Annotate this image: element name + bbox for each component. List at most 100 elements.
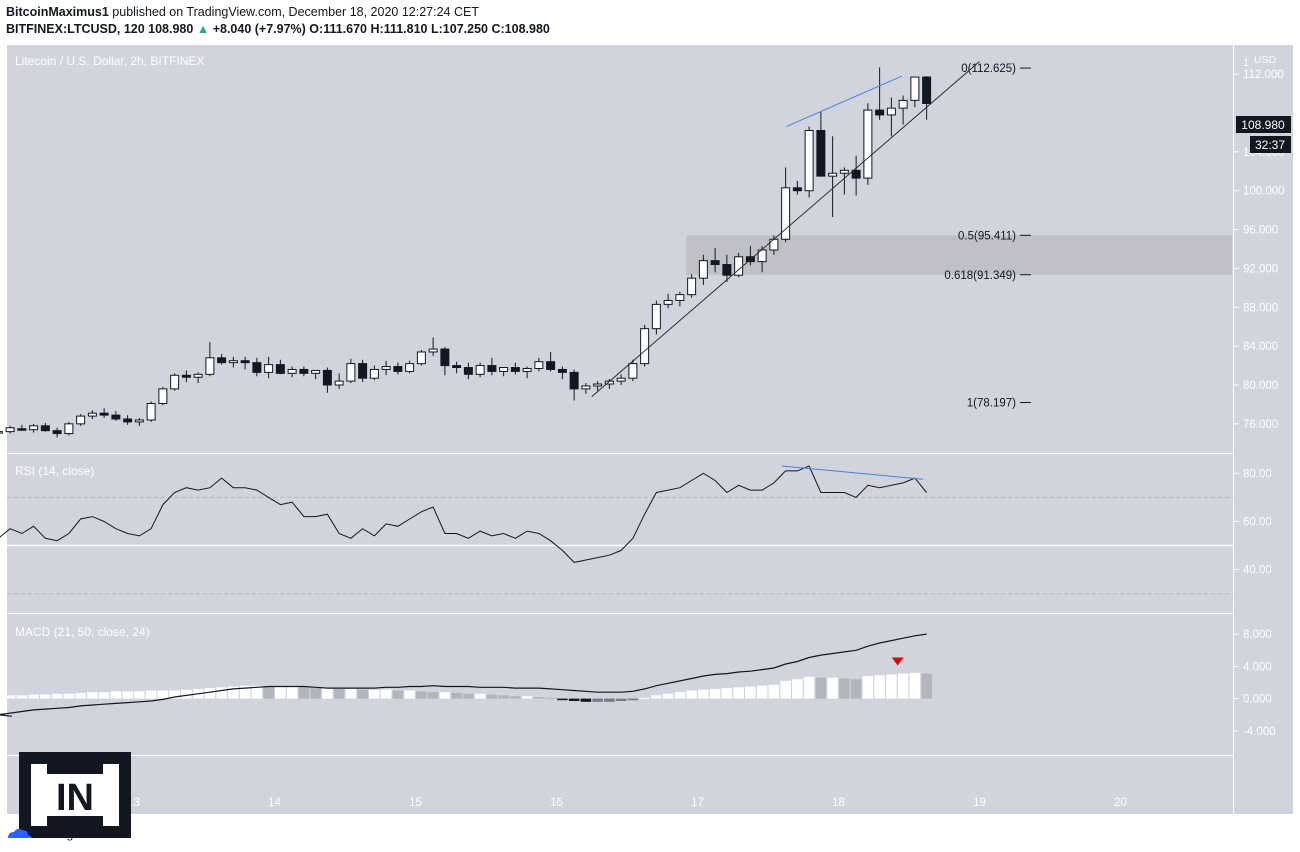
candle-9: [99, 408, 109, 419]
candle-body: [393, 366, 403, 372]
macd-histogram-bar-59: [686, 690, 697, 699]
last-price: 108.980: [148, 22, 194, 36]
rsi-indicator: [0, 465, 1233, 595]
macd-histogram-bar-53: [615, 698, 627, 702]
candle-0: [0, 431, 3, 434]
candle-51: [593, 381, 603, 391]
macd-histogram-bar-27: [310, 688, 321, 699]
candle-42: [487, 357, 497, 376]
rsi-tick-2: 80.00: [1243, 468, 1272, 480]
tradingview-brand[interactable]: TradingView: [8, 827, 99, 841]
candle-body: [440, 348, 450, 367]
candle-body: [522, 367, 532, 372]
ascending-support-line[interactable]: [591, 61, 980, 398]
macd-axis-labels: -4.000 0.000 4.000 8.000: [1234, 629, 1276, 738]
candle-body: [181, 374, 191, 378]
candle-2: [17, 424, 27, 431]
candle-72: [839, 167, 849, 195]
macd-pane[interactable]: [7, 614, 1233, 755]
macd-histogram-bar-79: [921, 673, 932, 699]
macd-histogram-bar-30: [345, 688, 357, 699]
candle-70: [816, 112, 826, 177]
candle-body: [311, 369, 321, 374]
macd-histogram-bar-21: [239, 685, 251, 699]
macd-title: MACD (21, 50, close, 24): [15, 625, 150, 639]
time-tick-4: 17: [691, 797, 704, 809]
macd-histogram-bar-72: [839, 678, 850, 699]
price-scale[interactable]: [1234, 45, 1293, 814]
macd-histogram-bar-20: [228, 686, 239, 699]
macd-tick-0: -4.000: [1243, 726, 1276, 738]
candle-body: [651, 303, 661, 330]
candle-60: [698, 254, 708, 285]
time-tick-7: 20: [1114, 797, 1127, 809]
time-axis-labels: 13 14 15 16 17 18 19 20: [127, 797, 1127, 809]
rsi-pane[interactable]: [7, 454, 1233, 613]
macd-histogram-bar-25: [286, 686, 298, 699]
macd-histogram-bar-65: [756, 685, 768, 699]
candle-body: [898, 99, 908, 109]
macd-histogram-bar-38: [439, 692, 451, 699]
macd-tick-3: 8.000: [1243, 629, 1272, 641]
macd-histogram-bar-32: [369, 689, 380, 699]
candle-78: [910, 76, 920, 108]
open-label: O:: [309, 22, 324, 36]
candle-3: [29, 423, 39, 433]
candle-body: [452, 365, 462, 369]
candle-body: [252, 362, 262, 373]
candle-body: [170, 374, 180, 390]
candle-body: [581, 385, 591, 390]
macd-histogram-bar-37: [427, 692, 439, 699]
candle-4: [40, 422, 50, 432]
macd-histogram-bar-45: [521, 696, 533, 699]
candle-5: [52, 427, 62, 438]
macd-histogram-bar-15: [169, 690, 180, 699]
rsi-axis-labels: 40.00 60.00 80.00: [1234, 468, 1272, 577]
candle-body: [781, 187, 791, 240]
macd-histogram-bar-48: [557, 698, 568, 701]
candle-body: [346, 363, 356, 382]
candle-8: [87, 410, 97, 419]
countdown-tag: [1250, 136, 1291, 153]
macd-histogram-bar-78: [909, 672, 921, 699]
macd-histogram-bar-51: [592, 698, 603, 702]
macd-histogram-bar-74: [862, 676, 874, 699]
candle-body: [910, 76, 920, 101]
candle-body: [499, 367, 509, 372]
price-tick-0: 76.000: [1243, 419, 1278, 431]
macd-histogram-bar-33: [380, 689, 392, 699]
candle-body: [5, 427, 15, 433]
candle-body: [816, 129, 826, 177]
candle-37: [428, 337, 438, 356]
candle-68: [792, 181, 802, 195]
time-axis-pane[interactable]: [7, 756, 1233, 814]
candle-body: [475, 365, 485, 375]
candle-21: [240, 356, 250, 370]
candle-59: [687, 274, 697, 298]
fib-label-2: 0.618(91.349): [944, 270, 1016, 282]
candle-body: [275, 364, 285, 374]
macd-histogram-bar-39: [451, 692, 462, 699]
author-name[interactable]: BitcoinMaximus1: [6, 5, 109, 19]
brand-text: TradingView: [33, 827, 99, 841]
candle-body: [228, 360, 238, 364]
time-tick-3: 16: [550, 797, 563, 809]
candle-body: [886, 107, 896, 116]
macd-histogram-bar-19: [216, 687, 227, 699]
price-divergence-line[interactable]: [786, 75, 903, 128]
candle-body: [99, 412, 109, 416]
macd-histogram-bar-68: [792, 679, 803, 699]
candle-33: [381, 360, 391, 376]
price-tick-4: 92.000: [1243, 263, 1278, 275]
candle-body: [616, 377, 626, 382]
candle-69: [804, 126, 814, 198]
up-arrow-icon: ▲: [196, 22, 210, 36]
close-label: C:: [491, 22, 505, 36]
macd-histogram-bar-5: [51, 693, 63, 699]
candle-71: [828, 136, 838, 217]
candle-76: [886, 97, 896, 137]
candle-17: [193, 372, 203, 384]
candle-body: [264, 364, 274, 373]
fib-label-1: 0.5(95.411): [958, 230, 1016, 242]
